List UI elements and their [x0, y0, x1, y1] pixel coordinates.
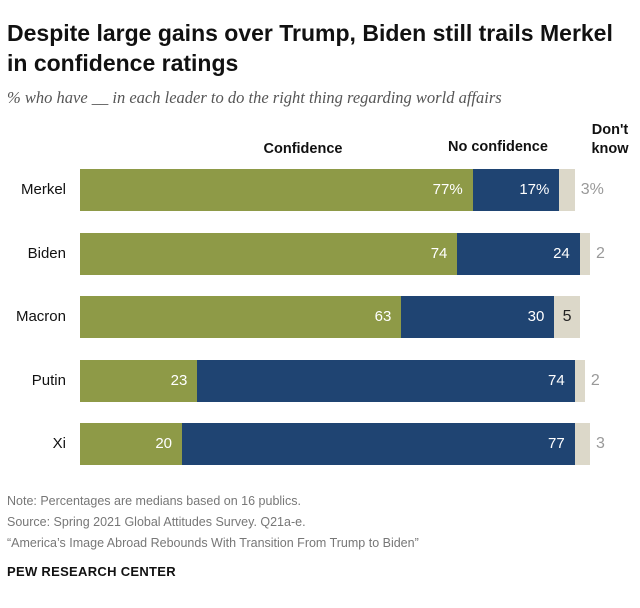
bar-dk-biden	[579, 233, 590, 275]
footnote-report: “America’s Image Abroad Rebounds With Tr…	[7, 536, 419, 550]
data-label-conf-biden: 74	[430, 245, 448, 262]
legend-confidence: Confidence	[263, 141, 343, 157]
data-label-conf-macron: 63	[374, 308, 392, 325]
data-label-conf-merkel: 77%	[432, 181, 463, 198]
brand-logo-text: PEW RESEARCH CENTER	[7, 564, 176, 579]
data-label-conf-xi: 20	[155, 435, 172, 452]
bar-dk-merkel	[559, 169, 575, 211]
bar-conf-xi	[80, 423, 182, 465]
data-label-noconf-biden: 24	[553, 245, 570, 262]
row-label-biden: Biden	[27, 245, 66, 262]
data-label-dk-xi: 3	[596, 435, 605, 452]
row-label-xi: Xi	[52, 435, 66, 452]
row-label-merkel: Merkel	[20, 181, 66, 198]
bar-conf-macron	[80, 296, 402, 338]
data-label-noconf-putin: 74	[548, 372, 565, 389]
bar-conf-putin	[80, 360, 198, 402]
bar-dk-xi	[574, 423, 590, 465]
data-label-noconf-macron: 30	[527, 308, 545, 325]
footnote-note: Note: Percentages are medians based on 1…	[7, 494, 301, 508]
data-label-dk-putin: 2	[590, 372, 600, 389]
bar-conf-biden	[80, 233, 458, 275]
data-label-dk-biden: 2	[596, 245, 605, 262]
bar-noconf-biden	[457, 233, 580, 275]
data-label-dk-merkel: 3%	[580, 181, 604, 198]
data-label-noconf-xi: 77	[548, 435, 565, 452]
chart-title: Despite large gains over Trump, Biden st…	[7, 20, 613, 76]
bar-noconf-merkel	[472, 169, 560, 211]
bar-dk-macron	[554, 296, 580, 338]
chart-subtitle: % who have __ in each leader to do the r…	[7, 88, 502, 107]
data-label-noconf-merkel: 17%	[519, 181, 550, 198]
data-label-conf-putin: 23	[170, 372, 188, 389]
bar-noconf-putin	[197, 360, 575, 402]
bar-dk-putin	[574, 360, 585, 402]
data-label-dk-macron: 5	[562, 308, 572, 325]
legend-no-confidence: No confidence	[448, 139, 548, 155]
footnote-source: Source: Spring 2021 Global Attitudes Sur…	[7, 515, 306, 529]
bar-noconf-macron	[401, 296, 555, 338]
row-label-macron: Macron	[15, 308, 66, 325]
bar-noconf-xi	[182, 423, 575, 465]
bar-conf-merkel	[80, 169, 473, 211]
row-label-putin: Putin	[31, 372, 66, 389]
legend-dont-know: Don't know	[591, 122, 629, 157]
